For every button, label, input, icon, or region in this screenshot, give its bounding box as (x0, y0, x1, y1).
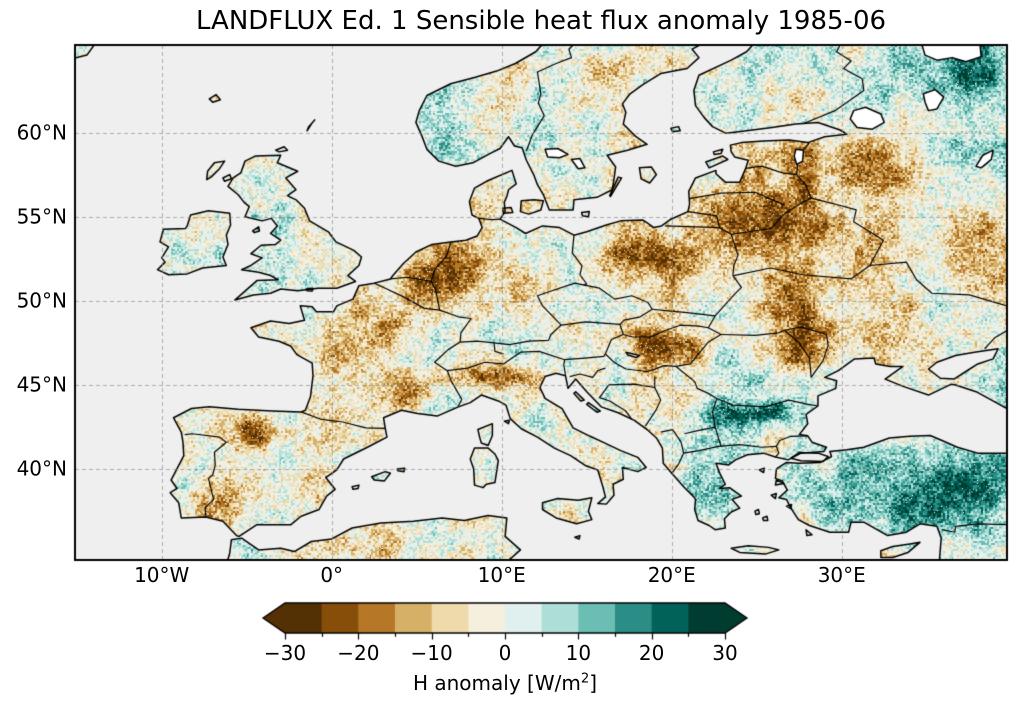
colorbar-tick-label: −30 (263, 641, 307, 665)
lat-tick-label: 45°N (16, 372, 67, 397)
lat-tick-label: 50°N (16, 288, 67, 313)
lon-tick-label: 10°W (134, 563, 190, 587)
lat-tick-label: 55°N (16, 204, 67, 229)
colorbar-tick-label: 30 (712, 641, 738, 665)
colorbar-label-suffix: ] (589, 671, 598, 695)
colorbar-tick-label: −20 (337, 641, 380, 665)
lon-tick-label: 30°E (817, 563, 866, 587)
colorbar-tick-label: 20 (638, 641, 665, 665)
colorbar-label: H anomaly [W/m2] (285, 671, 725, 695)
plot-title: LANDFLUX Ed. 1 Sensible heat flux anomal… (195, 6, 887, 36)
colorbar-tick-label: −10 (410, 641, 453, 665)
lat-tick-label: 60°N (16, 120, 67, 145)
lon-tick-label: 0° (320, 563, 344, 587)
lat-tick-label: 40°N (16, 456, 67, 481)
colorbar-tick-label: 0 (498, 641, 512, 665)
colorbar-label-prefix: H anomaly [W/m (412, 671, 581, 695)
colorbar-label-sup: 2 (580, 671, 590, 687)
lon-tick-label: 10°E (477, 563, 526, 587)
lon-tick-label: 20°E (647, 563, 696, 587)
colorbar-tick-label: 10 (565, 641, 592, 665)
